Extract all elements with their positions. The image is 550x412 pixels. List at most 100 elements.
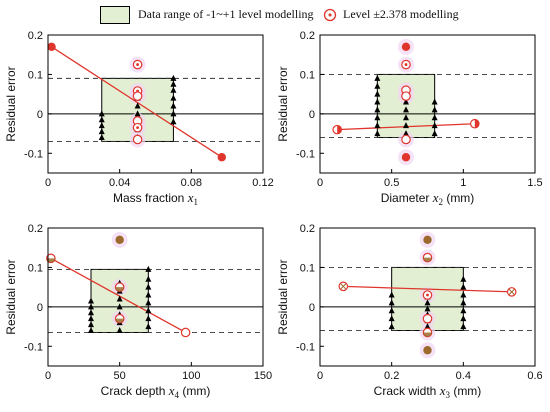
triangle-point xyxy=(145,275,152,282)
triangle-point xyxy=(170,110,177,117)
filled-brown-point xyxy=(423,346,432,355)
open-red-point-dot xyxy=(426,293,429,297)
y-tick-label: 0 xyxy=(309,109,315,121)
y-axis-label: Residual error xyxy=(4,259,18,334)
open-red-point xyxy=(132,91,143,101)
triangle-point xyxy=(374,130,381,137)
triangle-point xyxy=(403,98,409,105)
filled-brown-point xyxy=(115,235,124,245)
triangle-point xyxy=(145,291,152,298)
triangle-point xyxy=(424,323,431,330)
y-tick-label: 0.1 xyxy=(300,69,315,81)
triangle-point xyxy=(145,283,152,290)
y-axis-label: Residual error xyxy=(4,66,18,141)
panel-2: 0 0.5 1 1.5 -0.1 0 0.1 0.2 Diameter x2 (mm) Resid… xyxy=(276,30,543,207)
y-tick-label: 0 xyxy=(37,302,43,314)
triangle-point xyxy=(374,98,381,105)
panel-3: 0 50 100 150 -0.1 0 0.1 0.2 Crack depth x4 (mm) R… xyxy=(4,223,272,400)
triangle-point xyxy=(460,291,467,298)
triangle-point xyxy=(88,315,94,322)
legend-open-circle-icon xyxy=(323,8,337,22)
triangle-point xyxy=(403,106,409,113)
y-tick-label: 0.1 xyxy=(28,69,43,81)
triangle-point xyxy=(170,86,177,93)
triangle-point xyxy=(460,323,467,330)
open-red-point-dot xyxy=(136,63,139,66)
triangle-point xyxy=(374,82,381,89)
legend: Data range of -1~+1 level modelling Leve… xyxy=(100,2,520,28)
y-tick-label: -0.1 xyxy=(24,148,43,160)
triangle-point xyxy=(170,94,177,101)
y-tick-label: 0.2 xyxy=(28,30,43,42)
y-tick-label: 0.2 xyxy=(300,30,315,42)
x-tick-label: 0.5 xyxy=(384,177,399,189)
half-brown-point xyxy=(115,318,124,323)
triangle-point xyxy=(460,299,467,306)
triangle-point xyxy=(431,106,438,113)
x-tick-label: 50 xyxy=(114,370,126,382)
triangle-point xyxy=(403,114,409,121)
open-red-point xyxy=(132,134,143,145)
open-red-point xyxy=(401,134,411,145)
triangle-point xyxy=(170,74,177,81)
fit-line xyxy=(343,285,512,293)
x-axis-label: Crack width x3 (mm) xyxy=(374,383,482,400)
panel-1: 0 0.04 0.08 0.12 -0.1 0 0.1 0.2 Mass fraction x1… xyxy=(4,30,274,207)
triangle-point xyxy=(460,315,467,322)
triangle-point xyxy=(134,102,141,109)
x-tick-label: 1 xyxy=(460,177,466,189)
triangle-point xyxy=(388,307,395,314)
filled-red-point xyxy=(401,42,411,52)
y-tick-label: 0.1 xyxy=(28,262,43,274)
x-tick-label: 100 xyxy=(182,370,200,382)
triangle-point xyxy=(88,303,94,310)
triangle-point xyxy=(145,265,152,272)
y-tick-label: -0.1 xyxy=(296,341,315,353)
x-axis-label: Crack depth x4 (mm) xyxy=(101,383,211,400)
x-tick-label: 0 xyxy=(45,177,51,189)
x-tick-label: 150 xyxy=(254,370,272,382)
triangle-point xyxy=(431,98,438,105)
filled-red-point xyxy=(217,153,226,162)
half-brown-point xyxy=(115,287,124,292)
fit-line xyxy=(50,257,186,334)
half-brown-point xyxy=(46,258,56,263)
half-brown-point xyxy=(423,332,432,337)
fit-line xyxy=(51,46,223,158)
triangle-point xyxy=(145,299,152,306)
triangle-point xyxy=(170,118,177,125)
triangle-point xyxy=(460,275,467,282)
triangle-point xyxy=(116,303,123,310)
x-tick-label: 0 xyxy=(45,370,51,382)
x-tick-label: 0.6 xyxy=(527,370,542,382)
triangle-point xyxy=(374,106,381,113)
triangle-point xyxy=(460,283,467,290)
triangle-point xyxy=(116,327,123,334)
triangle-point xyxy=(88,321,94,328)
triangle-point xyxy=(98,116,105,123)
y-tick-label: 0 xyxy=(309,302,315,314)
cross-mark xyxy=(508,288,515,295)
triangle-point xyxy=(145,315,152,322)
triangle-point xyxy=(88,327,94,334)
y-axis-label: Residual error xyxy=(276,66,290,141)
x-tick-label: 1.5 xyxy=(527,177,542,189)
triangle-point xyxy=(374,122,381,129)
x-axis-label: Diameter x2 (mm) xyxy=(381,190,475,207)
triangle-point xyxy=(460,307,467,314)
triangle-point xyxy=(88,297,94,304)
half-red-point xyxy=(474,119,479,128)
triangle-point xyxy=(134,110,141,117)
triangle-point xyxy=(374,114,381,121)
triangle-point xyxy=(145,323,152,330)
triangle-point xyxy=(374,90,381,97)
open-red-point-dot xyxy=(136,126,139,130)
plot-frame xyxy=(319,34,536,174)
open-red-point xyxy=(422,313,433,324)
x-tick-label: 0 xyxy=(317,370,323,382)
y-tick-label: -0.1 xyxy=(24,341,43,353)
triangle-point xyxy=(431,130,438,137)
cross-mark xyxy=(340,283,347,290)
